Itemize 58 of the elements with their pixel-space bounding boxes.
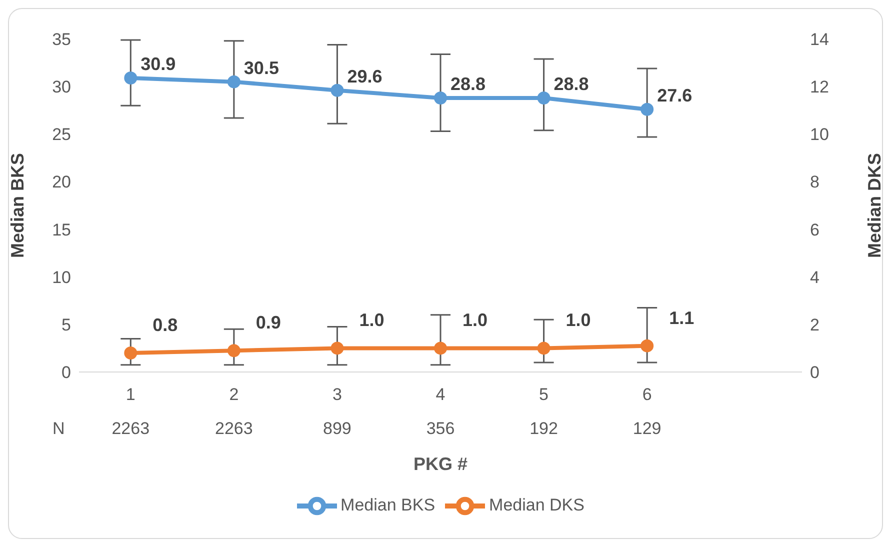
x-tick-label: 1: [126, 385, 136, 404]
x-tick-label: 6: [642, 385, 652, 404]
data-label: 0.9: [256, 312, 281, 333]
point: [124, 346, 138, 360]
x-tick-label: 4: [436, 385, 446, 404]
point: [434, 91, 447, 104]
y2-tick-label: 0: [810, 363, 820, 382]
text: 129: [632, 419, 662, 438]
data-label: 30.9: [140, 54, 176, 74]
legend-label: Median DKS: [489, 495, 584, 514]
text: 356: [426, 419, 455, 438]
y2-tick-label: 10: [810, 125, 829, 144]
data-label: 1.0: [462, 310, 488, 330]
point: [640, 339, 654, 352]
data-label: 27.6: [657, 85, 692, 106]
data-label: 29.6: [347, 66, 382, 86]
point: [330, 84, 344, 97]
x-tick-label: 2: [229, 385, 239, 404]
y-tick-label: 25: [52, 125, 71, 144]
y-tick-label: 5: [62, 315, 71, 334]
y-tick-label: 0: [62, 363, 71, 382]
text: 899: [323, 419, 352, 438]
point: [330, 342, 344, 355]
y2-tick-label: 4: [810, 268, 820, 287]
text: 2263: [215, 419, 253, 438]
y2-axis-title: Median DKS: [864, 152, 884, 258]
text: 2263: [112, 419, 150, 438]
text: 192: [530, 419, 558, 438]
y-tick-label: 10: [52, 268, 71, 287]
text: N: [52, 419, 65, 438]
y-tick-label: 30: [52, 78, 71, 97]
y2-tick-label: 2: [810, 315, 820, 334]
point: [227, 75, 240, 88]
y2-tick-label: 14: [810, 30, 829, 50]
y-tick-label: 35: [52, 30, 71, 50]
point: [124, 72, 138, 85]
point: [537, 342, 550, 355]
data-label: 30.5: [244, 58, 279, 78]
data-label: 28.8: [554, 74, 589, 94]
data-label: 28.8: [450, 74, 486, 94]
x-tick-label: 5: [539, 385, 549, 404]
point: [434, 342, 447, 355]
x-axis-title: PKG #: [413, 454, 468, 474]
y-tick-label: 15: [52, 220, 71, 240]
x-tick-label: 3: [332, 385, 342, 404]
y2-tick-label: 6: [810, 220, 820, 240]
data-label: 1.1: [669, 308, 694, 328]
data-label: 1.0: [359, 310, 384, 330]
legend-label: Median BKS: [340, 495, 436, 514]
y2-tick-label: 8: [810, 172, 820, 192]
data-label: 0.8: [152, 314, 178, 335]
point: [537, 91, 550, 104]
point: [227, 344, 240, 358]
point: [640, 102, 654, 116]
y2-tick-label: 12: [810, 78, 829, 97]
y-axis-title: Median BKS: [7, 152, 28, 258]
y-tick-label: 20: [52, 172, 71, 192]
data-label: 1.0: [566, 310, 591, 330]
